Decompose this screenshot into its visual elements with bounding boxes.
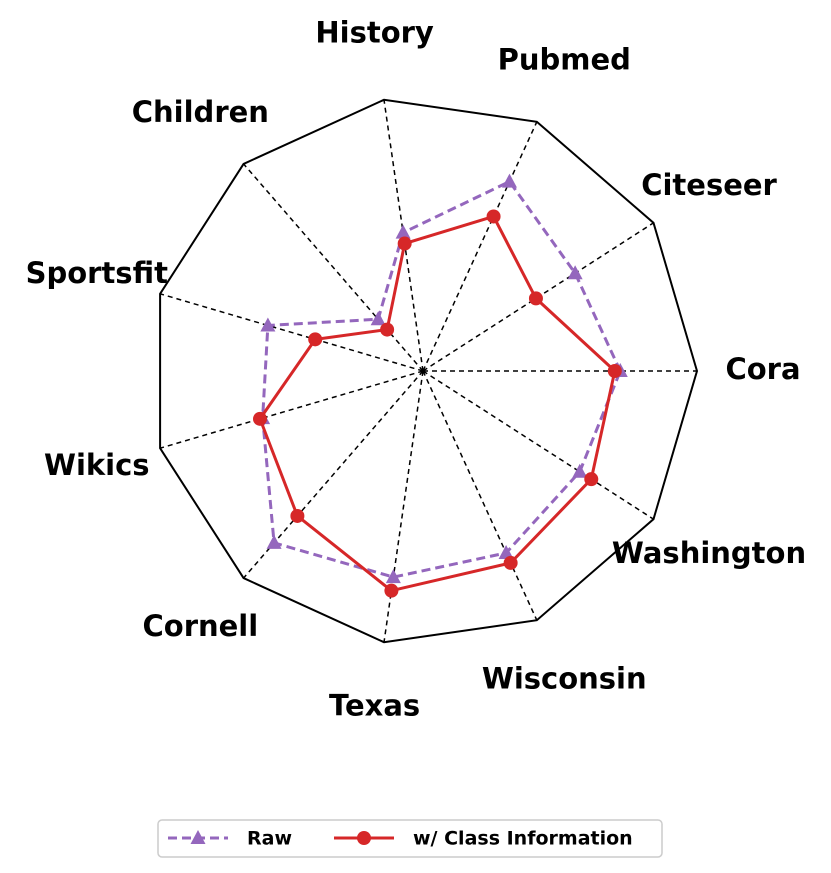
data-point [607, 364, 622, 378]
category-label: Wisconsin [482, 661, 647, 695]
data-point [308, 332, 323, 347]
series-line [261, 179, 622, 579]
category-label: Cora [725, 352, 800, 386]
category-label: History [315, 15, 434, 49]
legend-label: w/ Class Information [413, 828, 633, 850]
series-line [258, 214, 617, 593]
spoke [422, 370, 654, 520]
legend-marker [190, 830, 206, 844]
data-point [397, 236, 412, 251]
data-point [266, 534, 282, 549]
spoke [243, 163, 424, 372]
data-point [253, 411, 268, 426]
category-label: Citeseer [641, 168, 777, 202]
category-label: Sportsfit [26, 256, 168, 290]
outer-frame [159, 98, 699, 644]
category-label: Cornell [142, 609, 258, 643]
data-point [567, 265, 583, 280]
data-point [384, 583, 399, 598]
category-label: Children [132, 95, 269, 129]
legend-label: Raw [247, 828, 292, 850]
category-label: Texas [329, 689, 420, 723]
data-point [584, 472, 599, 487]
data-point [528, 291, 543, 306]
category-label: Pubmed [498, 43, 631, 77]
data-point [385, 569, 401, 584]
data-point [572, 463, 588, 478]
spoke [422, 121, 538, 372]
category-label: Washington [612, 536, 806, 570]
data-point [486, 209, 501, 224]
data-point [260, 317, 276, 332]
spoke [422, 370, 538, 621]
legend-marker [357, 831, 371, 845]
spoke [383, 370, 424, 643]
spoke [159, 293, 424, 372]
spoke [159, 370, 424, 449]
legend-box [157, 819, 663, 858]
category-label: Wikics [44, 448, 150, 482]
data-point [502, 173, 518, 188]
data-point [370, 311, 386, 326]
data-point [498, 544, 514, 559]
data-point [503, 555, 518, 570]
data-point [290, 508, 305, 523]
data-point [395, 224, 411, 239]
data-point [380, 322, 395, 337]
